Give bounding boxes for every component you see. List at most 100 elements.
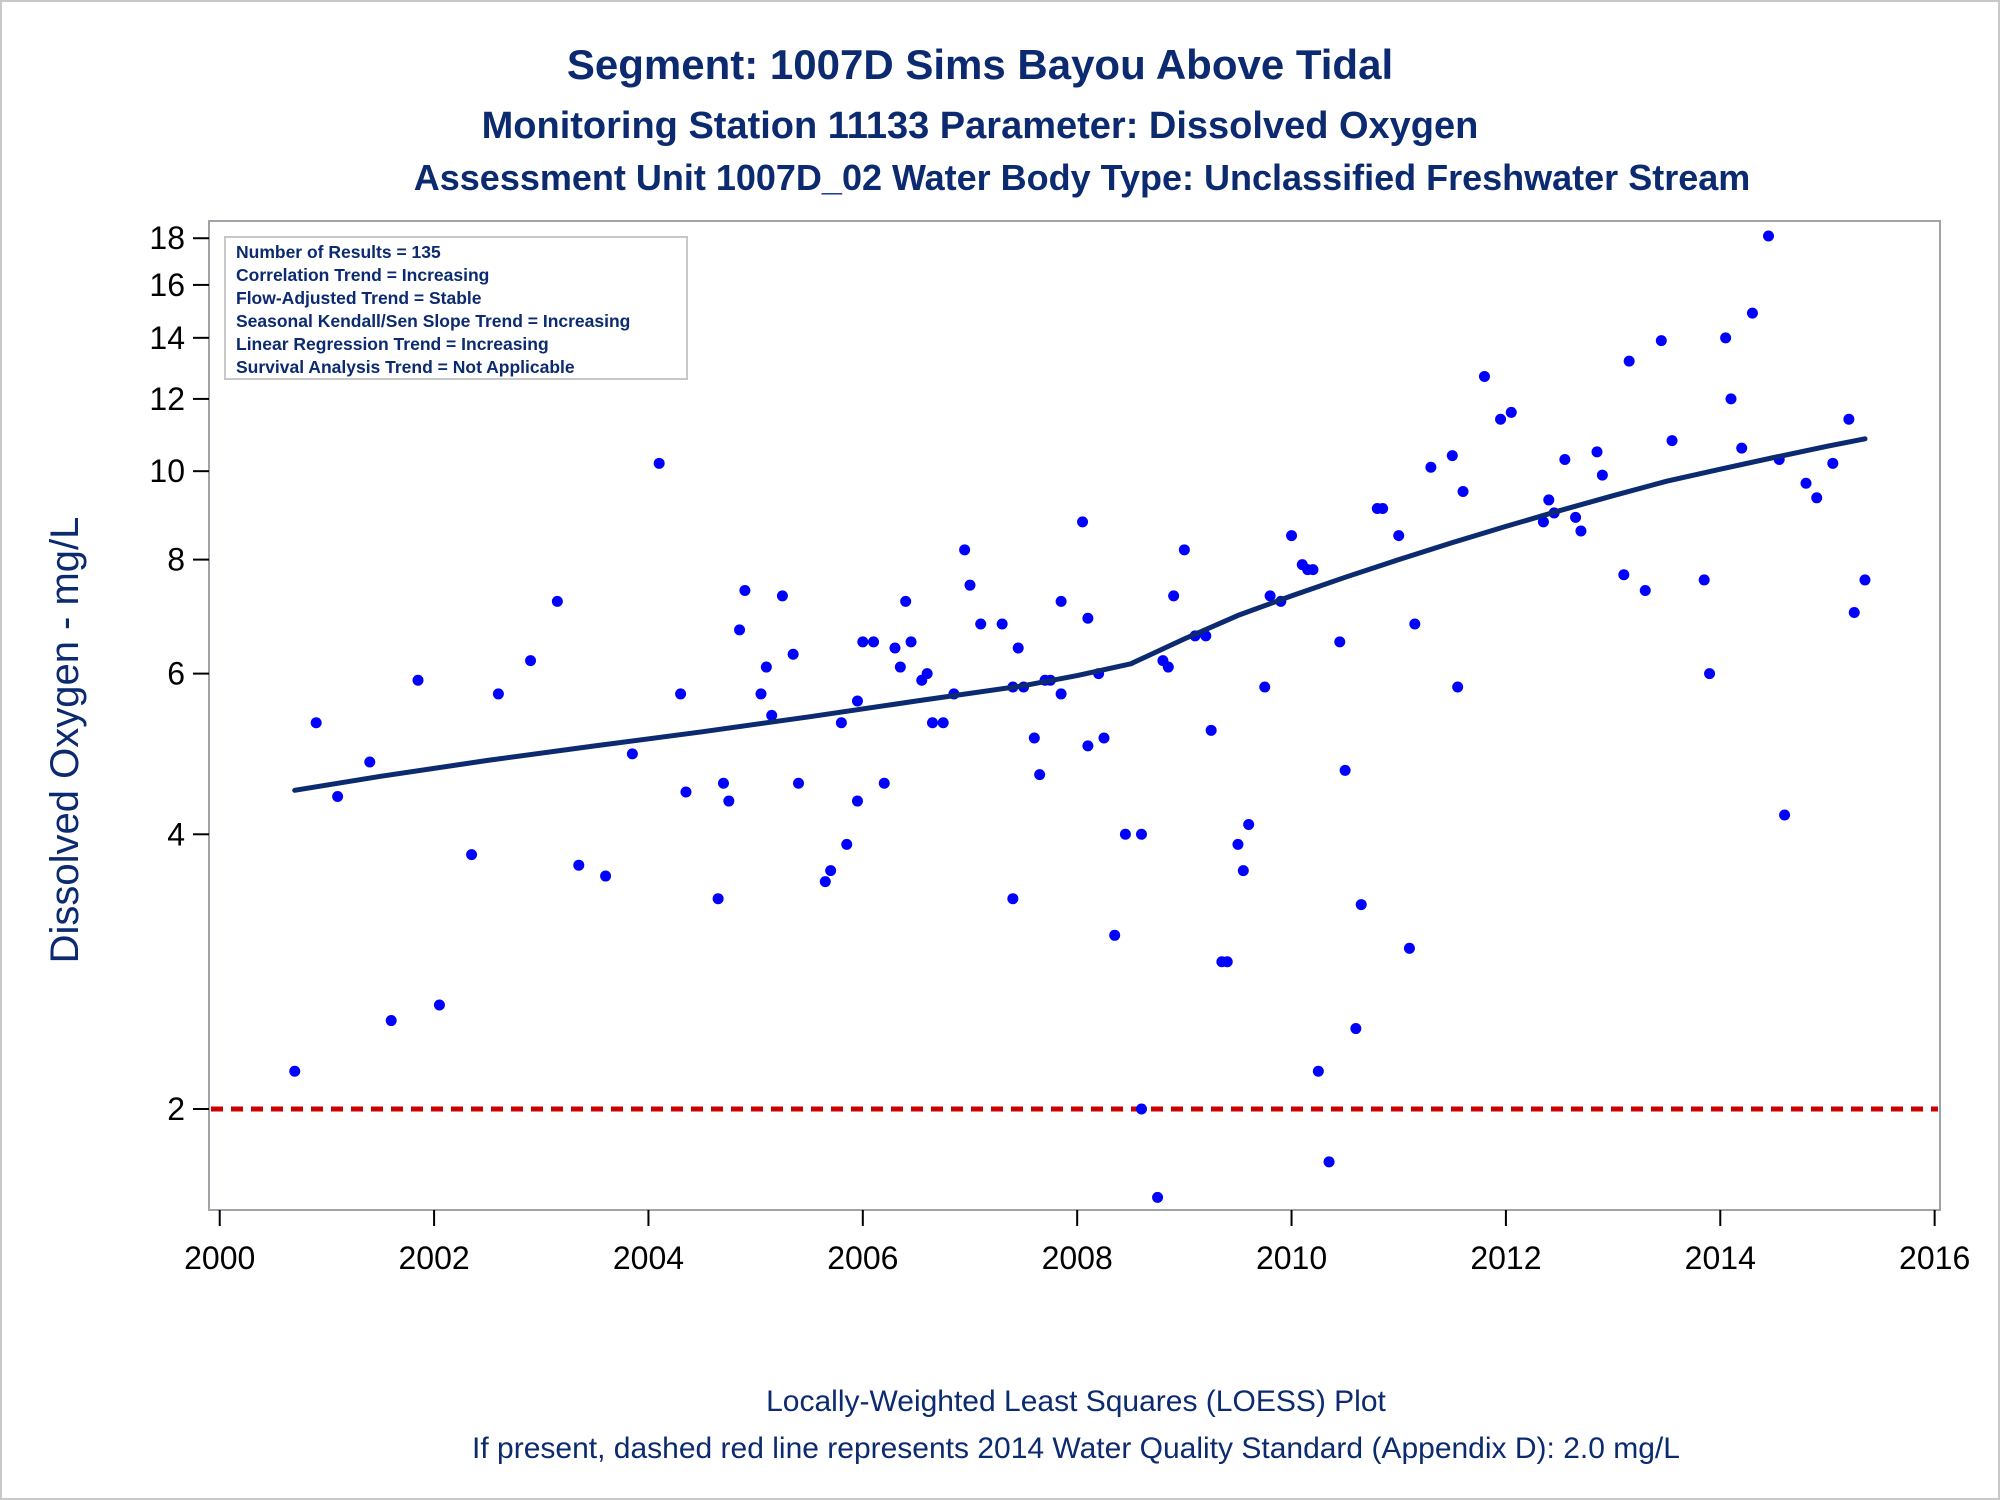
y-tick-label: 12 <box>149 381 185 417</box>
data-point <box>1221 956 1233 968</box>
data-point <box>723 795 735 807</box>
data-point <box>1827 457 1839 469</box>
y-tick-label: 8 <box>167 542 185 578</box>
data-point <box>1135 828 1147 840</box>
data-point <box>1704 668 1716 680</box>
data-point <box>1859 574 1871 586</box>
x-tick-label: 2008 <box>1042 1240 1113 1276</box>
data-point <box>1168 590 1180 602</box>
x-tick-label: 2000 <box>184 1240 255 1276</box>
stats-line: Survival Analysis Trend = Not Applicable <box>236 357 575 377</box>
x-axis: 2000 2002 2004 2006 2008 2010 2012 2014 2016 <box>184 1210 1970 1276</box>
stats-line: Flow-Adjusted Trend = Stable <box>236 288 482 308</box>
data-point <box>626 748 638 760</box>
data-point <box>1243 819 1255 831</box>
x-tick-label: 2016 <box>1899 1240 1970 1276</box>
data-point <box>787 648 799 660</box>
data-point <box>1446 450 1458 462</box>
chart-title: Segment: 1007D Sims Bayou Above Tidal <box>567 41 1393 88</box>
data-point <box>819 876 831 888</box>
stats-line: Correlation Trend = Increasing <box>236 265 489 285</box>
data-point <box>1800 477 1812 489</box>
data-points <box>289 230 1871 1203</box>
data-point <box>1457 485 1469 497</box>
chart-subtitle-station: Monitoring Station 11133 Parameter: Diss… <box>482 105 1479 147</box>
data-point <box>793 777 805 789</box>
data-point <box>1055 688 1067 700</box>
data-point <box>551 595 563 607</box>
data-point <box>1403 942 1415 954</box>
data-point <box>1409 618 1421 630</box>
data-point <box>466 849 478 861</box>
data-point <box>1012 642 1024 654</box>
data-point <box>825 865 837 877</box>
data-point <box>1666 435 1678 447</box>
data-point <box>1575 525 1587 537</box>
data-point <box>1763 230 1775 242</box>
data-point <box>675 688 687 700</box>
x-tick-label: 2002 <box>398 1240 469 1276</box>
plot-area <box>208 220 1941 1211</box>
data-point <box>1034 769 1046 781</box>
data-point <box>1007 893 1019 905</box>
data-point <box>1312 1065 1324 1077</box>
data-point <box>760 661 772 673</box>
data-point <box>600 870 612 882</box>
data-point <box>1237 865 1249 877</box>
data-point <box>1334 636 1346 648</box>
data-point <box>739 584 751 596</box>
data-point <box>364 756 376 768</box>
y-tick-label: 2 <box>167 1091 185 1127</box>
x-tick-label: 2006 <box>827 1240 898 1276</box>
data-point <box>1591 446 1603 458</box>
data-point <box>1596 469 1608 481</box>
data-point <box>653 457 665 469</box>
data-point <box>926 717 938 729</box>
data-point <box>1736 442 1748 454</box>
data-point <box>1178 544 1190 556</box>
data-point <box>889 642 901 654</box>
data-point <box>573 859 585 871</box>
data-point <box>1725 393 1737 405</box>
data-point <box>851 795 863 807</box>
data-point <box>1205 724 1217 736</box>
data-point <box>959 544 971 556</box>
data-point <box>1623 355 1635 367</box>
data-point <box>1323 1156 1335 1168</box>
y-tick-label: 10 <box>149 453 185 489</box>
stats-lines: Number of Results = 135 Correlation Trend… <box>236 242 630 377</box>
data-point <box>1355 899 1367 911</box>
data-point <box>1559 453 1571 465</box>
data-point <box>1811 492 1823 504</box>
data-point <box>964 579 976 591</box>
x-tick-label: 2004 <box>613 1240 684 1276</box>
data-point <box>900 595 912 607</box>
chart-subtitle-assessment: Assessment Unit 1007D_02 Water Body Type… <box>414 157 1751 198</box>
data-point <box>835 717 847 729</box>
loess-trend-line <box>292 436 1868 793</box>
data-point <box>1077 516 1089 528</box>
data-point <box>868 636 880 648</box>
data-point <box>1350 1023 1362 1035</box>
x-tick-label: 2014 <box>1685 1240 1756 1276</box>
x-tick-label: 2012 <box>1470 1240 1541 1276</box>
y-axis-label: Dissolved Oxygen - mg/L <box>43 517 87 964</box>
data-point <box>975 618 987 630</box>
data-point <box>1746 307 1758 319</box>
stats-line: Seasonal Kendall/Sen Slope Trend = Incre… <box>236 311 630 331</box>
data-point <box>1119 828 1131 840</box>
data-point <box>878 777 890 789</box>
data-point <box>1162 661 1174 673</box>
data-point <box>1135 1103 1147 1115</box>
data-point <box>921 668 933 680</box>
data-point <box>1618 569 1630 581</box>
data-point <box>525 655 537 667</box>
stats-line: Linear Regression Trend = Increasing <box>236 334 549 354</box>
data-point <box>1639 584 1651 596</box>
data-point <box>712 893 724 905</box>
data-point <box>1264 590 1276 602</box>
y-tick-label: 16 <box>149 267 185 303</box>
data-point <box>433 999 445 1011</box>
data-point <box>1505 406 1517 418</box>
